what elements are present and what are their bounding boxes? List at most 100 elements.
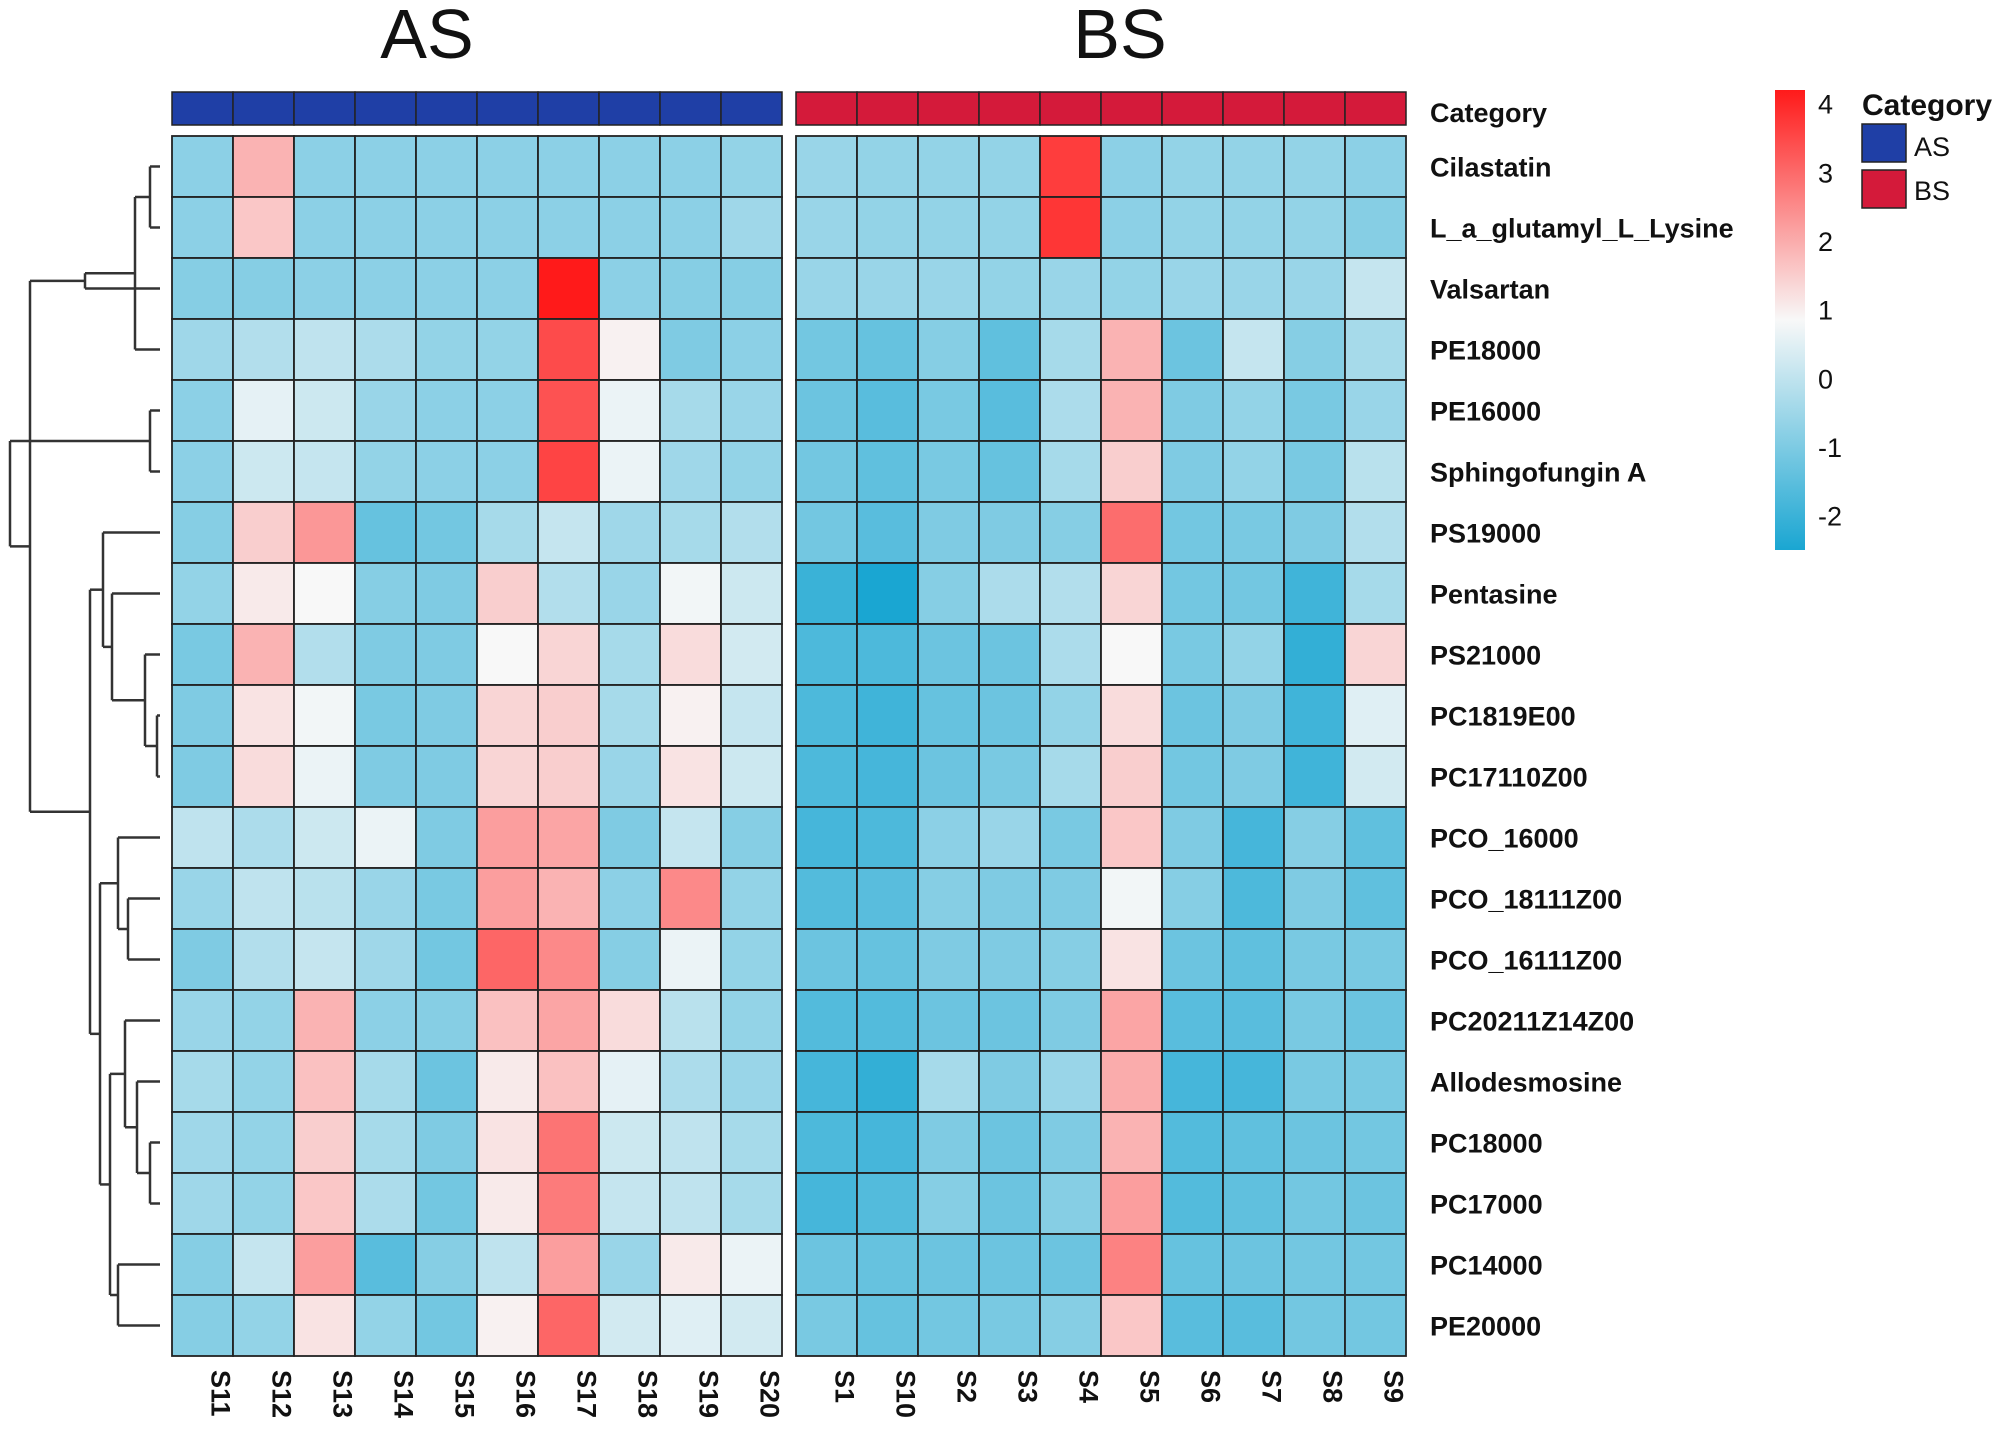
heatmap-cell: [917, 1111, 980, 1174]
heatmap-cell: [293, 257, 356, 320]
heatmap-cell: [1283, 135, 1346, 198]
heatmap-cell: [537, 440, 600, 503]
heatmap-cell: [917, 806, 980, 869]
heatmap-cell: [659, 1050, 722, 1113]
heatmap-cell: [1039, 1294, 1102, 1357]
heatmap-cell: [537, 989, 600, 1052]
heatmap-cell: [917, 684, 980, 747]
heatmap-cell: [537, 623, 600, 686]
heatmap-cell: [1100, 867, 1163, 930]
heatmap-cell: [720, 1233, 783, 1296]
heatmap-cell: [293, 440, 356, 503]
heatmap-cell: [720, 867, 783, 930]
heatmap-cell: [232, 745, 295, 808]
heatmap-cell: [795, 684, 858, 747]
row-label: PCO_16000: [1430, 824, 1579, 854]
heatmap-cell: [232, 501, 295, 564]
heatmap-cell: [659, 318, 722, 381]
heatmap-cell: [1283, 1111, 1346, 1174]
heatmap-cell: [795, 440, 858, 503]
heatmap-cell: [1161, 440, 1224, 503]
heatmap-cell: [1161, 379, 1224, 442]
row-labels: Cilastatin L_a_glutamyl_L_Lysine Valsartan…: [1430, 153, 1734, 1342]
heatmap-cell: [856, 989, 919, 1052]
heatmap-cell: [659, 1233, 722, 1296]
heatmap-cell: [978, 989, 1041, 1052]
heatmap-cell: [1161, 989, 1224, 1052]
heatmap-cell: [1100, 989, 1163, 1052]
row-label: PC18000: [1430, 1129, 1543, 1159]
heatmap-cell: [1100, 1050, 1163, 1113]
heatmap-cell: [293, 806, 356, 869]
heatmap-cell: [720, 318, 783, 381]
heatmap-cell: [354, 1111, 417, 1174]
heatmap-cell: [1039, 867, 1102, 930]
heatmap-cell: [1222, 501, 1285, 564]
heatmap-cell: [917, 1233, 980, 1296]
heatmap-cell: [795, 623, 858, 686]
heatmap-cell: [917, 440, 980, 503]
heatmap-cell: [1283, 257, 1346, 320]
heatmap-cell: [171, 867, 234, 930]
heatmap-cell: [537, 257, 600, 320]
heatmap-cell: [720, 623, 783, 686]
heatmap-cell: [293, 1233, 356, 1296]
heatmap-cell: [1039, 1050, 1102, 1113]
heatmap-cell: [917, 257, 980, 320]
row-label: Cilastatin: [1430, 153, 1552, 183]
heatmap-cell: [476, 318, 539, 381]
heatmap-cell: [1100, 501, 1163, 564]
column-label: S18: [633, 1370, 663, 1418]
heatmap-cell: [598, 1172, 661, 1235]
heatmap-cell: [476, 1111, 539, 1174]
heatmap-cell: [415, 318, 478, 381]
heatmap-cell: [232, 1172, 295, 1235]
heatmap-cell: [1344, 928, 1407, 991]
color-scale-tick-label: 1: [1818, 296, 1833, 326]
heatmap-cell: [354, 257, 417, 320]
heatmap-cell: [978, 379, 1041, 442]
heatmap-cell: [476, 1233, 539, 1296]
heatmap-cell: [978, 135, 1041, 198]
heatmap-cell: [1222, 806, 1285, 869]
heatmap-cell: [1283, 745, 1346, 808]
heatmap-cell: [795, 867, 858, 930]
heatmap-cell: [1161, 684, 1224, 747]
heatmap-cell: [232, 379, 295, 442]
heatmap-cell: [1222, 196, 1285, 259]
heatmap-cell: [795, 257, 858, 320]
heatmap-cell: [1039, 1172, 1102, 1235]
heatmap-cell: [1344, 440, 1407, 503]
annotation-cell-S18: [598, 91, 661, 126]
heatmap-cell: [1039, 1111, 1102, 1174]
heatmap-cell: [1161, 1111, 1224, 1174]
heatmap-cell: [720, 745, 783, 808]
heatmap-cell: [978, 928, 1041, 991]
heatmap-cell: [171, 379, 234, 442]
heatmap-cell: [1344, 989, 1407, 1052]
row-dendrogram: [8, 165, 160, 1327]
heatmap-cell: [476, 379, 539, 442]
heatmap-cell: [1283, 806, 1346, 869]
heatmap-cell: [293, 501, 356, 564]
heatmap-cell: [354, 501, 417, 564]
heatmap-cell: [171, 806, 234, 869]
heatmap-cell: [1100, 684, 1163, 747]
heatmap-cell: [1039, 379, 1102, 442]
heatmap-cell: [537, 1050, 600, 1113]
annotation-cell-S3: [978, 91, 1041, 126]
heatmap-cell: [1283, 684, 1346, 747]
heatmap-cell: [795, 989, 858, 1052]
heatmap-cell: [720, 501, 783, 564]
annotation-cell-S17: [537, 91, 600, 126]
heatmap-cell: [856, 928, 919, 991]
heatmap-cell: [598, 806, 661, 869]
heatmap-cell: [659, 440, 722, 503]
heatmap-cell: [293, 928, 356, 991]
heatmap-cell: [354, 1050, 417, 1113]
heatmap-cell: [1283, 1233, 1346, 1296]
row-label: Pentasine: [1430, 580, 1558, 610]
heatmap-cell: [232, 440, 295, 503]
heatmap-cell: [232, 928, 295, 991]
annotation-cell-S20: [720, 91, 783, 126]
